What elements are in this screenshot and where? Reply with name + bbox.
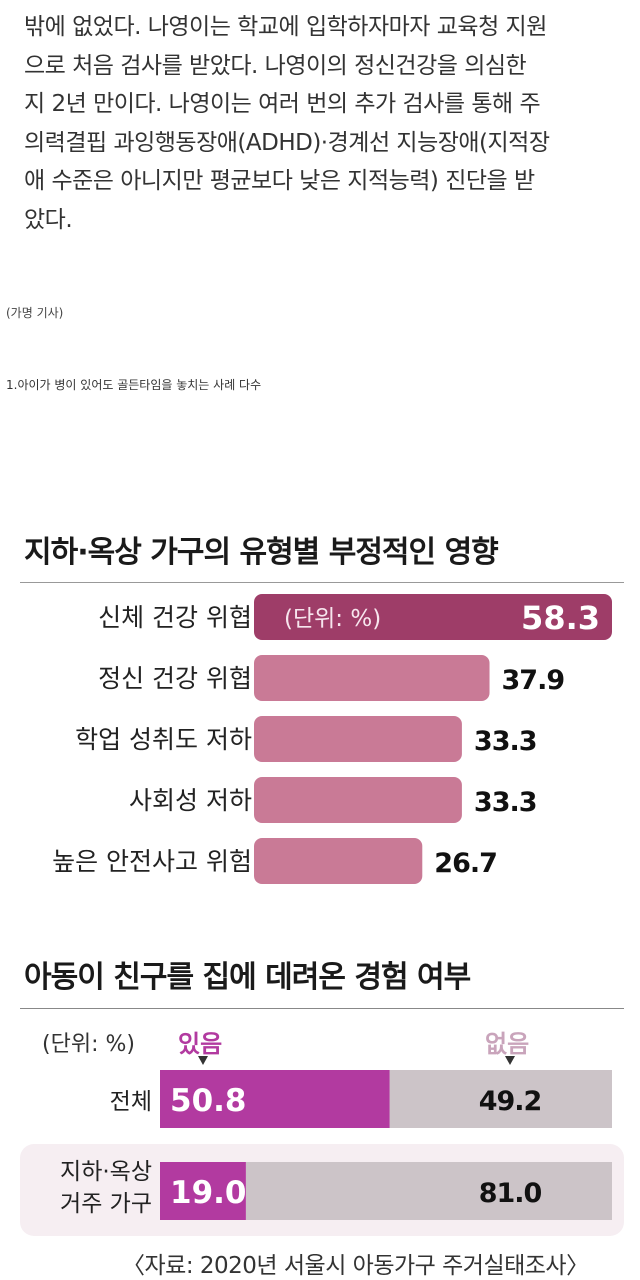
paragraph-line: 지 2년 만이다. 나영이는 여러 번의 추가 검사를 통해 주: [24, 91, 541, 117]
stack-bar-yes: [160, 1070, 390, 1128]
bar: [254, 655, 490, 701]
legend-no-pointer-icon: [505, 1056, 515, 1065]
source-note: 〈자료: 2020년 서울시 아동가구 주거실태조사〉: [122, 1253, 589, 1279]
bar-category-label: 사회성 저하: [129, 786, 252, 815]
legend-yes: 있음: [178, 1030, 223, 1058]
article-paragraph: 밖에 없었다. 나영이는 학교에 입학하자마자 교육청 지원 으로 처음 검사를…: [24, 8, 624, 239]
chart2-divider: [20, 1008, 624, 1009]
stack-bar-no: [389, 1070, 612, 1128]
bar-value-label: 26.7: [434, 848, 497, 879]
bar: [254, 777, 462, 823]
chart2-category-label: 전체: [109, 1089, 152, 1115]
chart1-divider: [20, 582, 624, 583]
chart2-category-label: 지하·옥상 거주 가구: [60, 1159, 152, 1217]
paragraph-line: 의력결핍 과잉행동장애(ADHD)·경계선 지능장애(지적장: [24, 129, 550, 156]
bar-value-label: 33.3: [474, 726, 537, 757]
bar: [254, 716, 462, 762]
stack-value-no: 49.2: [479, 1086, 542, 1117]
legend-yes-pointer-icon: [198, 1056, 208, 1065]
legend-no: 없음: [485, 1030, 530, 1058]
stack-value-yes: 50.8: [170, 1083, 247, 1119]
stack-bar-no: [245, 1162, 612, 1220]
bar-category-label: 정신 건강 위협: [98, 664, 252, 693]
bar: [254, 594, 612, 640]
section-heading: 1.아이가 병이 있어도 골든타임을 놓치는 사례 다수: [6, 378, 262, 392]
bar-value-label: 37.9: [502, 665, 565, 696]
bar-category-label: 높은 안전사고 위험: [52, 847, 252, 876]
caption: (가명 기사): [6, 306, 64, 320]
paragraph-line: 밖에 없었다. 나영이는 학교에 입학하자마자 교육청 지원: [24, 14, 547, 40]
bar: [254, 838, 423, 884]
paragraph-line: 으로 처음 검사를 받았다. 나영이의 정신건강을 의심한: [24, 52, 527, 79]
bar-category-label: 학업 성취도 저하: [75, 725, 252, 754]
bar-category-label: 신체 건강 위협: [98, 603, 252, 632]
chart1-title: 지하·옥상 가구의 유형별 부정적인 영향: [24, 535, 499, 570]
chart1-bars: 신체 건강 위협 (단위: %) 58.3 정신 건강 위협 37.9 학업 성취도 저하…: [52, 594, 612, 884]
chart2-title: 아동이 친구를 집에 데려온 경험 여부: [24, 960, 471, 995]
paragraph-line: 애 수준은 아니지만 평균보다 낮은 지적능력) 진단을 받: [24, 168, 535, 194]
chart2-unit-label: (단위: %): [42, 1032, 135, 1057]
chart1-unit-label: (단위: %): [284, 606, 381, 632]
stack-bar-yes: [160, 1162, 246, 1220]
stack-value-no: 81.0: [479, 1178, 542, 1209]
bar-value-label: 58.3: [521, 599, 600, 637]
stack-value-yes: 19.0: [170, 1175, 247, 1211]
paragraph-line: 았다.: [24, 206, 73, 233]
bar-value-label: 33.3: [474, 787, 537, 818]
